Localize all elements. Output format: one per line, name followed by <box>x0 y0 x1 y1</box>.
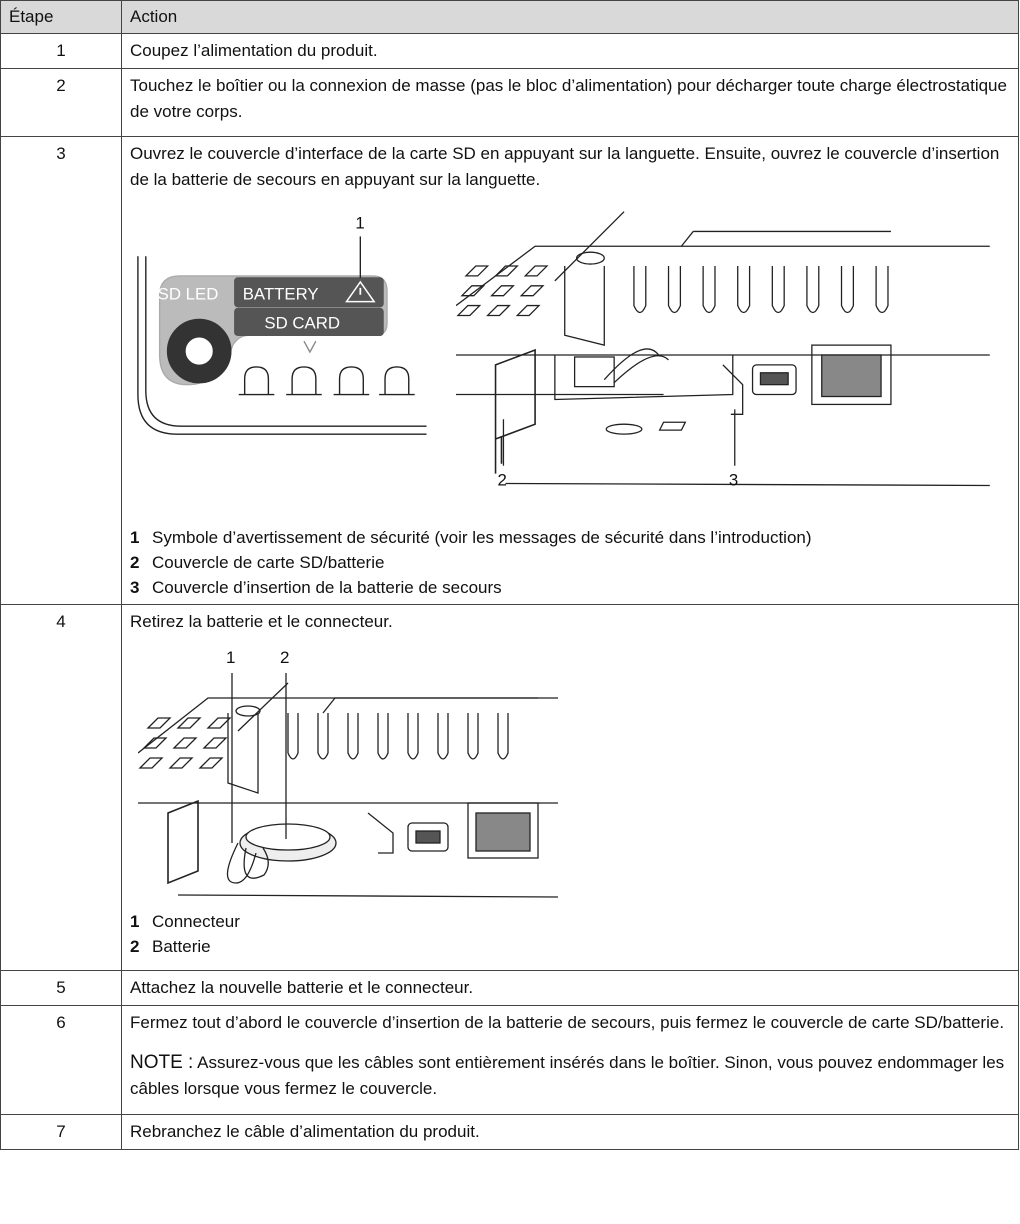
step-cell: 4 <box>0 604 122 971</box>
legend-item: 1 Symbole d’avertissement de sécurité (vo… <box>130 525 1010 550</box>
note: NOTE : Assurez-vous que les câbles sont … <box>130 1044 1010 1102</box>
callout: 1 <box>355 215 364 233</box>
step-cell: 1 <box>0 33 122 69</box>
legend-text: Couvercle de carte SD/batterie <box>152 553 385 572</box>
legend-text: Couvercle d’insertion de la batterie de … <box>152 578 502 597</box>
callout: 3 <box>729 470 738 489</box>
action-cell: Fermez tout d’abord le couvercle d’inser… <box>121 1005 1019 1115</box>
legend-text: Connecteur <box>152 912 240 931</box>
step-cell: 6 <box>0 1005 122 1115</box>
legend: 1 Connecteur 2 Batterie <box>130 909 1010 959</box>
step-cell: 3 <box>0 136 122 605</box>
callout: 1 <box>226 648 235 667</box>
step-cell: 2 <box>0 68 122 137</box>
action-text: Retirez la batterie et le connecteur. <box>130 612 393 631</box>
step-cell: 7 <box>0 1114 122 1150</box>
row: 6 Fermez tout d’abord le couvercle d’ins… <box>0 1005 1019 1115</box>
legend-item: 2 Couvercle de carte SD/batterie <box>130 550 1010 575</box>
action-cell: Touchez le boîtier ou la connexion de ma… <box>121 68 1019 137</box>
header-row: Étape Action <box>0 0 1019 34</box>
procedure-table: Étape Action 1 Coupez l’alimentation du … <box>0 0 1019 1150</box>
legend-number: 3 <box>130 578 140 597</box>
panel-label: SD LED <box>158 285 219 304</box>
note-label: NOTE : <box>130 1052 194 1073</box>
legend-number: 1 <box>130 912 140 931</box>
panel-label: SD CARD <box>264 313 340 332</box>
legend-item: 2 Batterie <box>130 934 1010 959</box>
row: 3 Ouvrez le couvercle d’interface de la … <box>0 136 1019 605</box>
row: 4 Retirez la batterie et le connecteur. <box>0 604 1019 971</box>
action-cell: Retirez la batterie et le connecteur. <box>121 604 1019 971</box>
panel-label: BATTERY <box>243 285 319 304</box>
legend-text: Symbole d’avertissement de sécurité (voi… <box>152 528 812 547</box>
legend-item: 3 Couvercle d’insertion de la batterie de… <box>130 575 1010 600</box>
action-text: Fermez tout d’abord le couvercle d’inser… <box>130 1013 1005 1032</box>
callout: 2 <box>498 470 507 489</box>
note-text: Assurez-vous que les câbles sont entière… <box>130 1053 1005 1098</box>
header-cell: Action <box>121 0 1019 34</box>
panel-illustration: SD LED BATTERY SD CARD 1 <box>137 215 427 435</box>
row: 2 Touchez le boîtier ou la connexion de … <box>0 68 1019 137</box>
battery-illustration: 1 2 <box>138 648 559 898</box>
legend-number: 2 <box>130 937 140 956</box>
callout: 2 <box>280 648 289 667</box>
legend-number: 1 <box>130 528 140 547</box>
legend-item: 1 Connecteur <box>130 909 1010 934</box>
step-cell: 5 <box>0 970 122 1006</box>
header-cell: Étape <box>0 0 122 34</box>
action-cell: Attachez la nouvelle batterie et le conn… <box>121 970 1019 1006</box>
row: 5 Attachez la nouvelle batterie et le co… <box>0 970 1019 1006</box>
row: 7 Rebranchez le câble d’alimentation du … <box>0 1114 1019 1150</box>
device-illustration: 2 3 <box>456 211 991 489</box>
action-cell: Ouvrez le couvercle d’interface de la ca… <box>121 136 1019 605</box>
action-text: Ouvrez le couvercle d’interface de la ca… <box>130 144 1000 189</box>
legend: 1 Symbole d’avertissement de sécurité (vo… <box>130 525 1010 600</box>
action-cell: Coupez l’alimentation du produit. <box>121 33 1019 69</box>
row: 1 Coupez l’alimentation du produit. <box>0 33 1019 69</box>
legend-text: Batterie <box>152 937 211 956</box>
action-cell: Rebranchez le câble d’alimentation du pr… <box>121 1114 1019 1150</box>
legend-number: 2 <box>130 553 140 572</box>
figures: SD LED BATTERY SD CARD 1 <box>130 211 1010 525</box>
